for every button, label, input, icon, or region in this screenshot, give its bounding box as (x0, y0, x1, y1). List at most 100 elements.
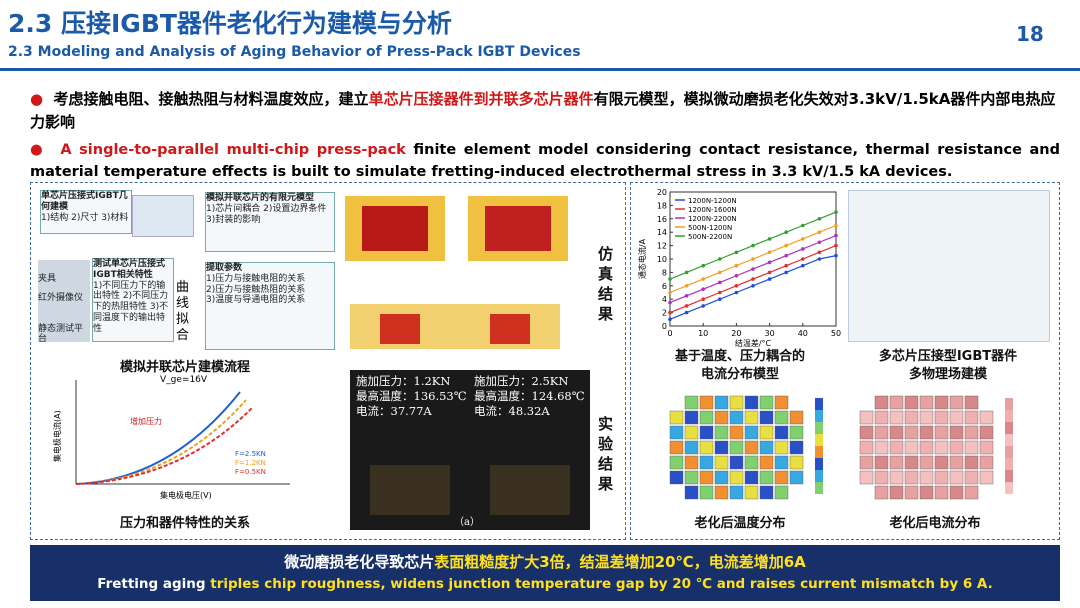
x-tick-label: 0 (667, 329, 672, 338)
annotation: 增加压力 (130, 416, 162, 426)
point (834, 243, 838, 248)
point (767, 260, 772, 265)
point (801, 237, 805, 241)
caption: 多芯片压接型IGBT器件 多物理场建模 (848, 348, 1048, 384)
text: 多物理场建模 (908, 367, 987, 382)
text: 基于温度、压力耦合的 (674, 349, 805, 364)
cell (699, 485, 714, 500)
heat (485, 206, 551, 251)
point (751, 243, 755, 248)
point (784, 230, 788, 234)
cell (789, 410, 804, 425)
cell (934, 455, 949, 470)
point (701, 304, 705, 308)
cell (684, 455, 699, 470)
point (734, 263, 739, 268)
cell (699, 410, 714, 425)
y-tick-label: 8 (662, 268, 667, 277)
heat (362, 206, 428, 251)
cell (714, 470, 729, 485)
cell (979, 410, 994, 425)
x-tick-label: 10 (698, 329, 708, 338)
cell (874, 425, 889, 440)
colorbar (815, 482, 823, 494)
title: 2.3 压接IGBT器件老化行为建模与分析 (8, 9, 452, 38)
cell (949, 455, 964, 470)
colorbar (1005, 398, 1013, 410)
point (684, 270, 689, 275)
cell (759, 395, 774, 410)
point (784, 263, 788, 268)
cell (669, 455, 684, 470)
flow-box: 测试单芯片压接式IGBT相关特性 1)不同压力下的输出特性 2)不同压力下的热阻特… (92, 258, 174, 342)
y-tick-label: 14 (657, 228, 667, 237)
cell (949, 395, 964, 410)
point (751, 277, 755, 281)
cell (964, 410, 979, 425)
cell (874, 440, 889, 455)
bullet: ● A single-to-parallel multi-chip press-… (30, 139, 1060, 183)
cell (874, 470, 889, 485)
text: 静态测试平台 (38, 323, 84, 345)
flow-box: 模拟并联芯片的有限元模型 1)芯片间耦合 2)设置边界条件 3)封装的影响 (205, 192, 335, 252)
caption: 基于温度、压力耦合的 电流分布模型 (640, 348, 840, 384)
line: 微动磨损老化导致芯片表面粗糙度扩大3倍，结温差增加20℃，电流差增加6A (30, 551, 1060, 572)
cell (669, 470, 684, 485)
point (817, 217, 822, 221)
curve-title: V_ge=16V (160, 375, 208, 385)
point (801, 223, 805, 228)
cell (759, 470, 774, 485)
cell (859, 425, 874, 440)
text: 电流分布模型 (700, 367, 779, 382)
y-label: 通态电流/A (637, 238, 647, 279)
caption: 老化后温度分布 (694, 516, 786, 531)
cell (774, 455, 789, 470)
point (734, 250, 739, 255)
point (701, 287, 705, 291)
cell (904, 440, 919, 455)
point (718, 270, 722, 275)
x-tick-label: 30 (765, 329, 775, 338)
point (767, 237, 772, 241)
text: 1)芯片间耦合 2)设置边界条件 3)封装的影响 (206, 203, 327, 225)
cell (759, 440, 774, 455)
cell (919, 485, 934, 500)
point (734, 290, 739, 295)
curve (75, 399, 247, 485)
text: 1)不同压力下的输出特性 2)不同压力下的热阻特性 3)不同温度下的输出特性 (93, 280, 169, 334)
right-panel (630, 182, 1060, 540)
cell (774, 425, 789, 440)
cell (699, 440, 714, 455)
cell (744, 455, 759, 470)
experiment-photo: 施加压力：1.2KN 最高温度：136.53℃ 电流：37.77A 施加压力：2.5… (350, 370, 590, 530)
cell (889, 395, 904, 410)
cell (919, 410, 934, 425)
cell (684, 425, 699, 440)
y-tick-label: 4 (662, 295, 667, 304)
cell (859, 410, 874, 425)
cell (889, 485, 904, 500)
cell (744, 470, 759, 485)
colorbar (1005, 434, 1013, 446)
colorbar (815, 446, 823, 458)
point (718, 297, 722, 301)
cell (949, 410, 964, 425)
curve (75, 407, 253, 485)
cell (714, 410, 729, 425)
cell (759, 425, 774, 440)
y-tick-label: 6 (662, 282, 667, 291)
cell (889, 410, 904, 425)
point (718, 280, 722, 285)
cell (759, 485, 774, 500)
current-map (859, 395, 1013, 500)
point (817, 250, 822, 255)
y-tick-label: 18 (657, 201, 667, 210)
colorbar (1005, 470, 1013, 482)
cell (774, 470, 789, 485)
point (834, 223, 838, 228)
cell (699, 455, 714, 470)
cell (874, 410, 889, 425)
cell (874, 485, 889, 500)
cell (744, 485, 759, 500)
